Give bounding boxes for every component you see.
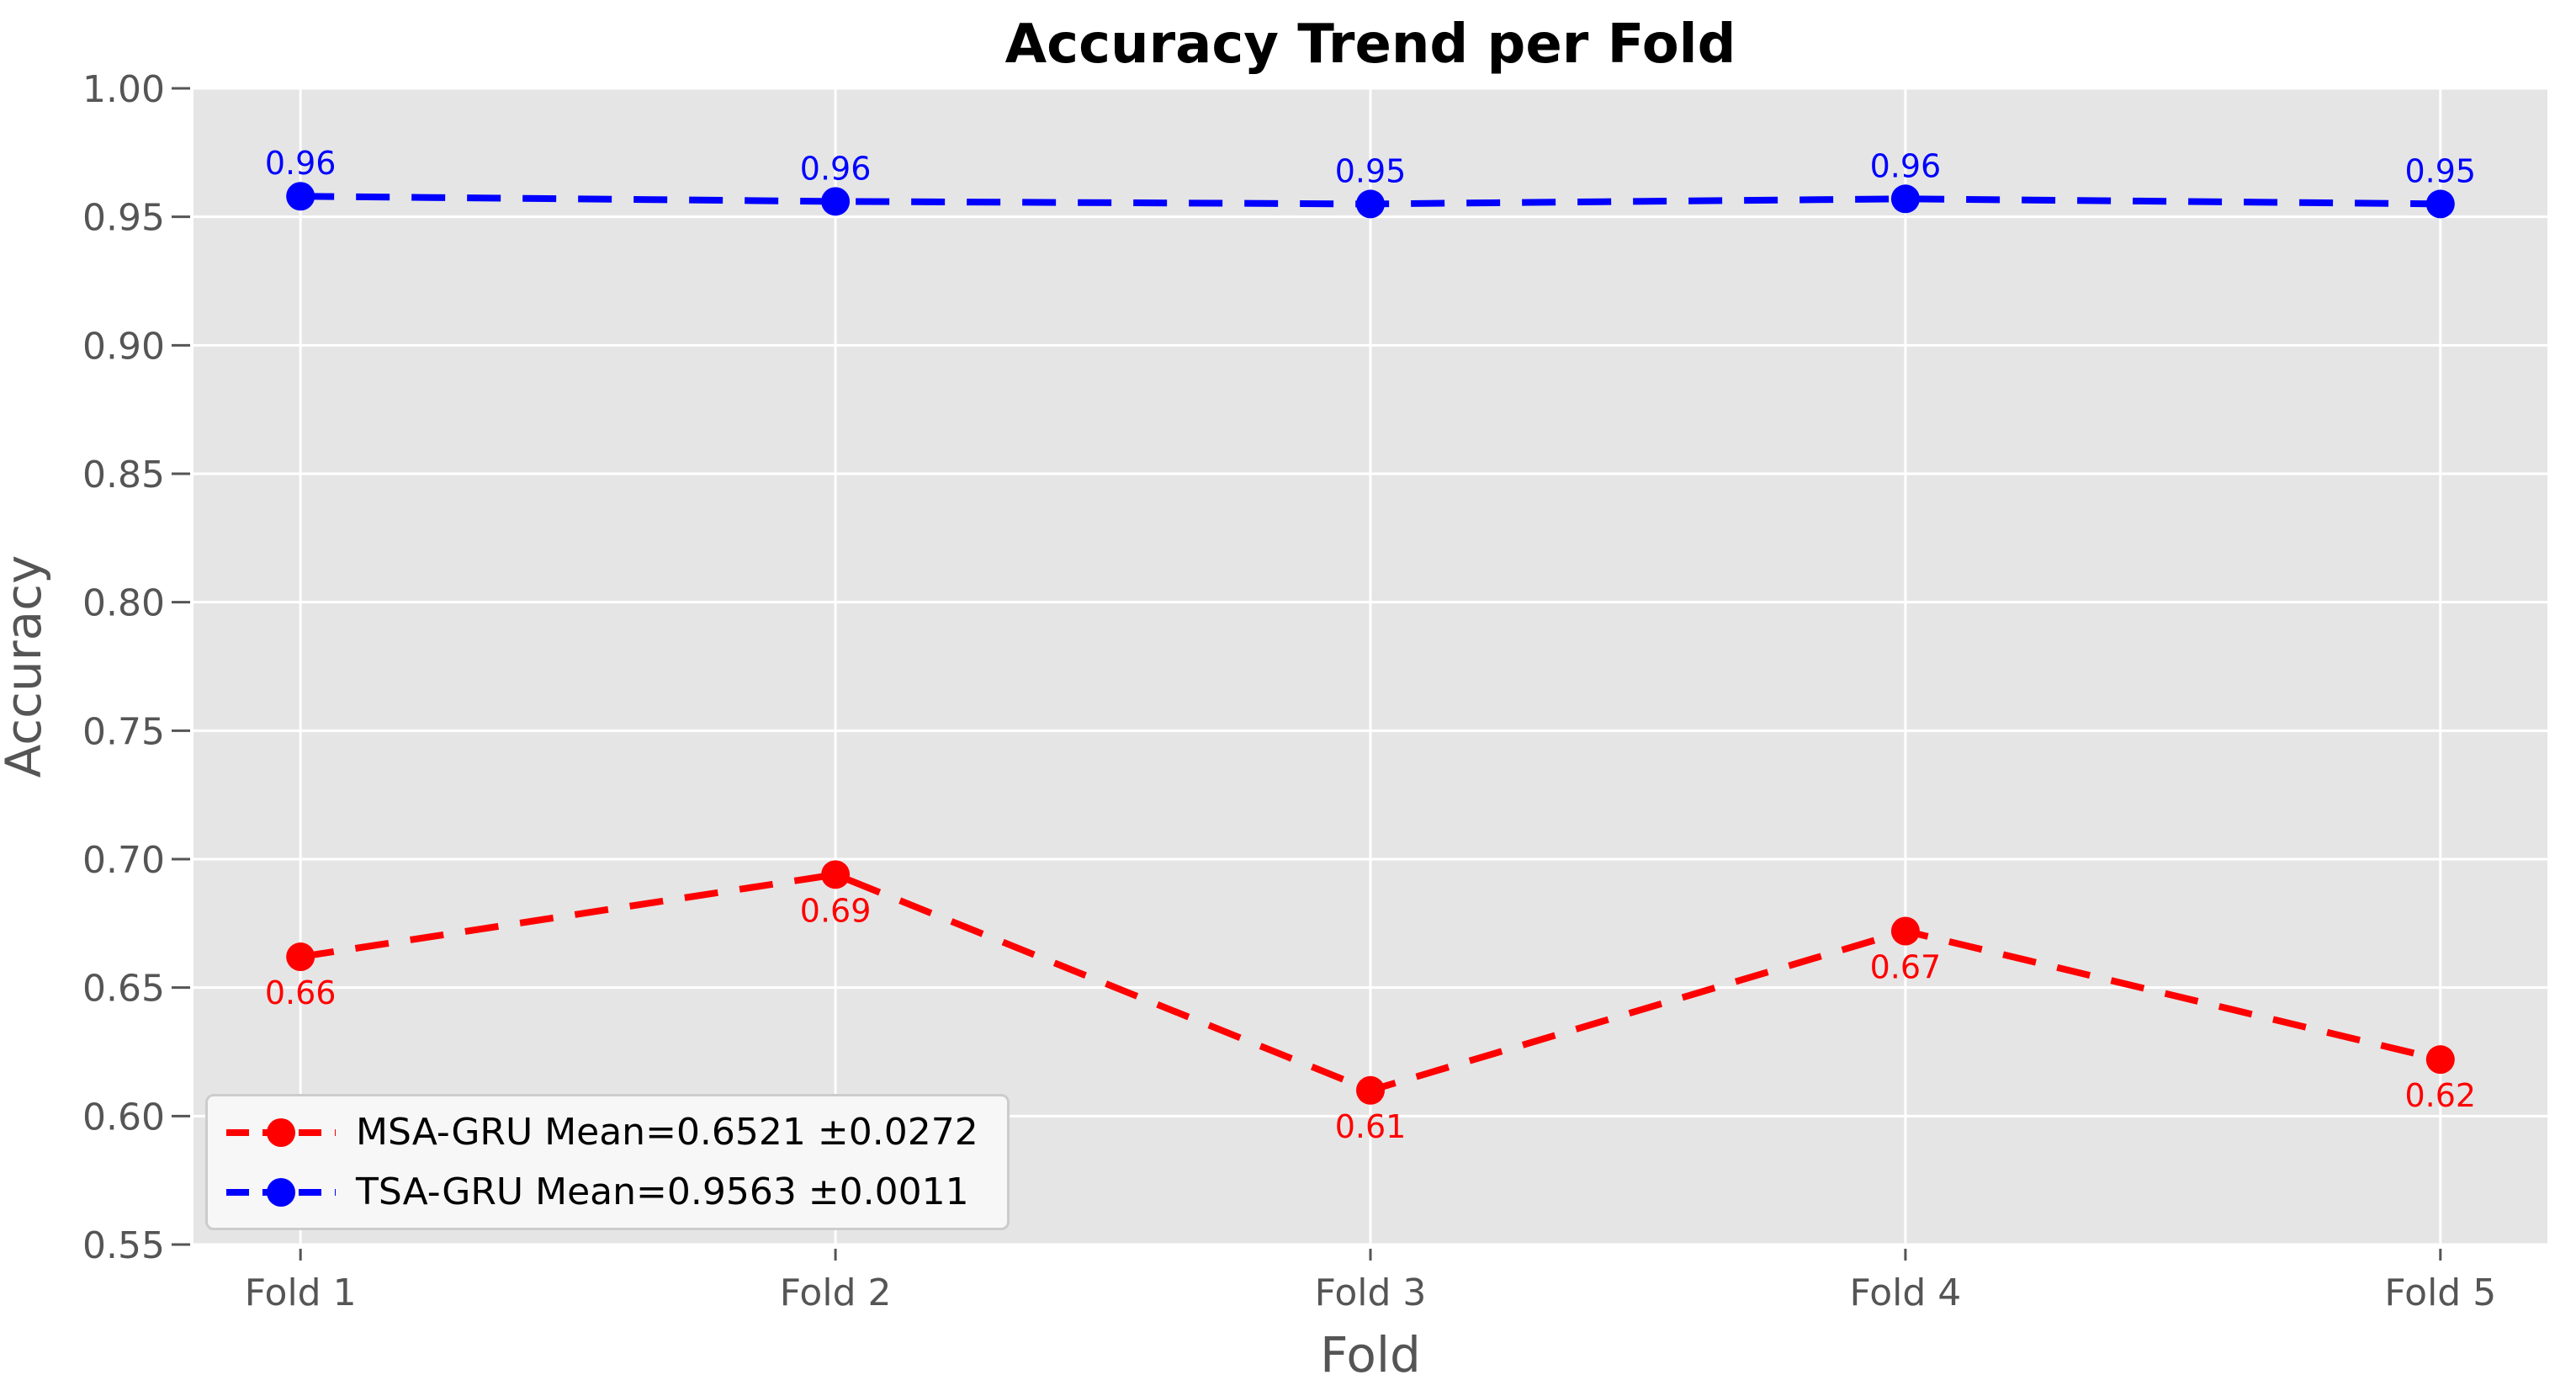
data-point-label: 0.62 — [2405, 1077, 2477, 1114]
y-tick-label: 0.85 — [82, 454, 165, 496]
data-point-marker — [2425, 1045, 2455, 1075]
data-point-marker — [1356, 1075, 1385, 1105]
data-point-label: 0.61 — [1335, 1108, 1407, 1145]
data-point-marker — [821, 860, 851, 889]
data-point-label: 0.95 — [1335, 152, 1407, 189]
data-point-label: 0.96 — [1870, 147, 1942, 184]
y-tick-label: 0.70 — [82, 839, 165, 882]
legend-label-msa-gru: MSA-GRU Mean=0.6521 ±0.0272 — [356, 1111, 978, 1154]
legend-item-tsa-gru: TSA-GRU Mean=0.9563 ±0.0011 — [225, 1169, 978, 1215]
y-tick-label: 0.55 — [82, 1224, 165, 1267]
legend: MSA-GRU Mean=0.6521 ±0.0272 TSA-GRU Mean… — [205, 1094, 1010, 1230]
legend-marker-msa-gru — [226, 1117, 336, 1147]
data-point-label: 0.67 — [1870, 948, 1942, 985]
y-tick-label: 1.00 — [82, 68, 165, 111]
data-point-marker — [286, 182, 315, 211]
y-tick-label: 0.80 — [82, 582, 165, 625]
legend-label-tsa-gru: TSA-GRU Mean=0.9563 ±0.0011 — [356, 1170, 969, 1213]
x-tick-label: Fold 1 — [245, 1271, 357, 1314]
y-tick-label: 0.65 — [82, 968, 165, 1011]
x-axis-label: Fold — [1320, 1326, 1421, 1383]
data-point-marker — [2425, 189, 2455, 219]
x-tick-label: Fold 5 — [2384, 1271, 2496, 1314]
data-point-label: 0.69 — [800, 892, 872, 929]
data-point-marker — [286, 942, 315, 972]
data-point-marker — [1890, 916, 1920, 946]
x-tick-label: Fold 3 — [1315, 1271, 1427, 1314]
y-tick-label: 0.90 — [82, 325, 165, 368]
legend-item-msa-gru: MSA-GRU Mean=0.6521 ±0.0272 — [225, 1109, 978, 1155]
y-tick-label: 0.95 — [82, 197, 165, 240]
chart-generated-layers: 1.00 0.95 0.90 0.85 0.80 0.75 0.70 0.65 0.60 0.55… — [82, 68, 2547, 1314]
y-axis-label: Accuracy — [0, 555, 52, 778]
data-point-marker — [1890, 184, 1920, 214]
legend-marker-tsa-gru — [226, 1177, 336, 1207]
data-point-marker — [1356, 189, 1385, 219]
x-tick-label: Fold 2 — [780, 1271, 892, 1314]
chart-title: Accuracy Trend per Fold — [1005, 13, 1736, 76]
data-point-marker — [821, 187, 851, 216]
data-point-label: 0.96 — [800, 150, 872, 187]
data-point-label: 0.95 — [2405, 152, 2477, 189]
data-point-label: 0.66 — [265, 974, 337, 1011]
y-tick-label: 0.75 — [82, 710, 165, 753]
data-point-label: 0.96 — [265, 145, 337, 182]
x-tick-label: Fold 4 — [1850, 1271, 1962, 1314]
y-tick-label: 0.60 — [82, 1096, 165, 1139]
